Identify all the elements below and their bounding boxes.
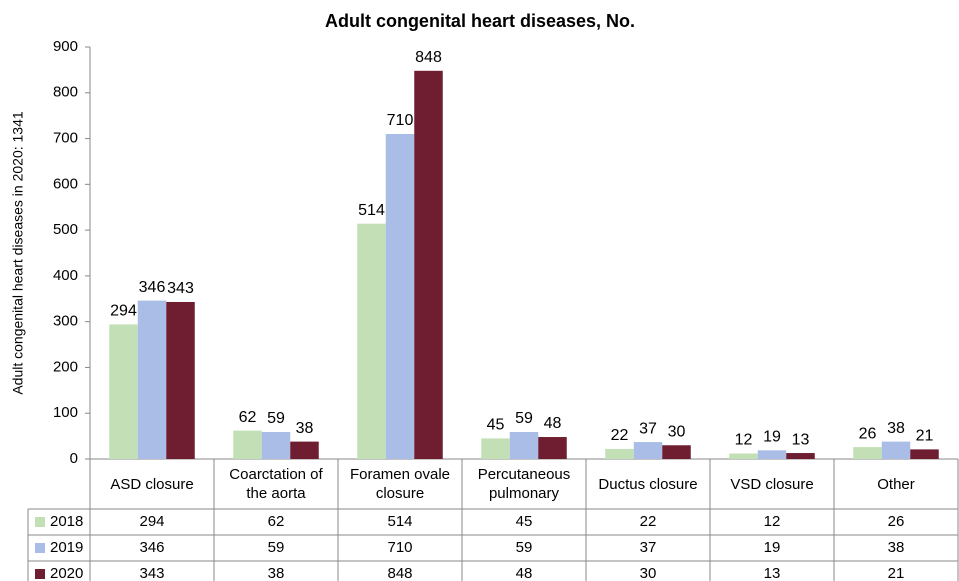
- table-cell: 19: [764, 539, 781, 556]
- table-cell: 45: [516, 513, 533, 530]
- x-tick-label: VSD closure: [730, 475, 814, 493]
- data-label: 62: [239, 409, 257, 426]
- data-label: 38: [887, 420, 905, 437]
- x-tick-label: Other: [877, 475, 915, 493]
- legend-swatch: [35, 543, 45, 553]
- bar: [414, 70, 443, 459]
- x-tick-label-box: Coarctation of the aorta: [229, 466, 323, 502]
- bar: [729, 453, 758, 459]
- data-label: 48: [544, 415, 562, 432]
- y-tick-label: 100: [53, 404, 78, 421]
- y-tick-label: 500: [53, 221, 78, 238]
- bar: [385, 133, 415, 459]
- y-tick-label: 200: [53, 358, 78, 375]
- table-cell: 59: [516, 539, 533, 556]
- legend-label: 2019: [50, 539, 83, 556]
- data-label: 343: [167, 280, 194, 297]
- bar: [233, 430, 262, 459]
- table-cell: 38: [888, 539, 905, 556]
- y-tick-label: 300: [53, 313, 78, 330]
- table-cell: 12: [764, 513, 781, 530]
- bar: [910, 449, 939, 459]
- table-cell: 62: [268, 513, 285, 530]
- y-axis-label: Adult congenital heart diseases in 2020:…: [10, 111, 26, 395]
- data-label: 12: [735, 432, 753, 449]
- bar: [633, 442, 663, 459]
- data-label: 26: [859, 425, 877, 442]
- table-cell: 294: [139, 513, 164, 530]
- table-cell: 38: [268, 565, 285, 581]
- data-label: 710: [387, 112, 414, 129]
- table-cell: 37: [640, 539, 657, 556]
- table-cell: 30: [640, 565, 657, 581]
- data-label: 13: [792, 431, 810, 448]
- bar: [137, 300, 167, 459]
- data-label: 294: [110, 303, 137, 320]
- data-label: 30: [668, 423, 686, 440]
- table-cell: 21: [888, 565, 905, 581]
- table-cell: 26: [888, 513, 905, 530]
- x-tick-label-box: Other: [877, 475, 915, 493]
- table-cell: 22: [640, 513, 657, 530]
- bar: [662, 445, 691, 459]
- data-label: 59: [515, 410, 533, 427]
- table-cell: 346: [139, 539, 164, 556]
- x-tick-label: Ductus closure: [598, 475, 698, 493]
- table-cell: 48: [516, 565, 533, 581]
- data-label: 19: [763, 429, 781, 446]
- y-tick-label: 900: [53, 38, 78, 55]
- data-label: 38: [296, 420, 314, 437]
- x-tick-label: Foramen ovale closure: [349, 466, 451, 502]
- x-tick-label: Percutaneous pulmonary: [477, 466, 571, 502]
- bar: [509, 431, 539, 459]
- legend-label: 2018: [50, 513, 83, 530]
- legend-label: 2020: [50, 565, 83, 581]
- table-cell: 13: [764, 565, 781, 581]
- data-label: 848: [415, 49, 442, 66]
- bar: [605, 448, 634, 459]
- bar: [757, 450, 787, 459]
- x-tick-label-box: Ductus closure: [598, 475, 698, 493]
- y-tick-label: 700: [53, 130, 78, 147]
- data-label: 37: [639, 420, 657, 437]
- y-tick-label: 400: [53, 267, 78, 284]
- x-tick-label-box: Percutaneous pulmonary: [477, 466, 571, 502]
- data-label: 346: [139, 279, 166, 296]
- bar: [481, 438, 510, 459]
- bar: [786, 453, 815, 459]
- table-cell: 514: [387, 513, 412, 530]
- bar: [261, 431, 291, 459]
- x-tick-label: Coarctation of the aorta: [229, 466, 323, 502]
- data-label: 59: [267, 410, 285, 427]
- data-label: 21: [916, 428, 934, 445]
- data-label: 45: [487, 417, 505, 434]
- table-cell: 343: [139, 565, 164, 581]
- x-tick-label-box: VSD closure: [730, 475, 814, 493]
- bar: [166, 301, 195, 459]
- data-label: 22: [611, 427, 629, 444]
- table-cell: 59: [268, 539, 285, 556]
- bar: [538, 437, 567, 459]
- y-tick-label: 800: [53, 84, 78, 101]
- bar: [853, 447, 882, 459]
- data-label: 514: [358, 202, 385, 219]
- bar: [881, 441, 911, 459]
- x-tick-label-box: Foramen ovale closure: [349, 466, 451, 502]
- bar: [357, 223, 386, 459]
- chart-title: Adult congenital heart diseases, No.: [325, 11, 635, 31]
- legend-swatch: [35, 569, 45, 579]
- bar: [109, 324, 138, 459]
- legend-swatch: [35, 517, 45, 527]
- y-tick-label: 0: [70, 450, 78, 467]
- table-cell: 848: [387, 565, 412, 581]
- bar: [290, 441, 319, 459]
- x-tick-label-box: ASD closure: [110, 475, 194, 493]
- x-tick-label: ASD closure: [110, 475, 194, 493]
- y-tick-label: 600: [53, 175, 78, 192]
- table-cell: 710: [387, 539, 412, 556]
